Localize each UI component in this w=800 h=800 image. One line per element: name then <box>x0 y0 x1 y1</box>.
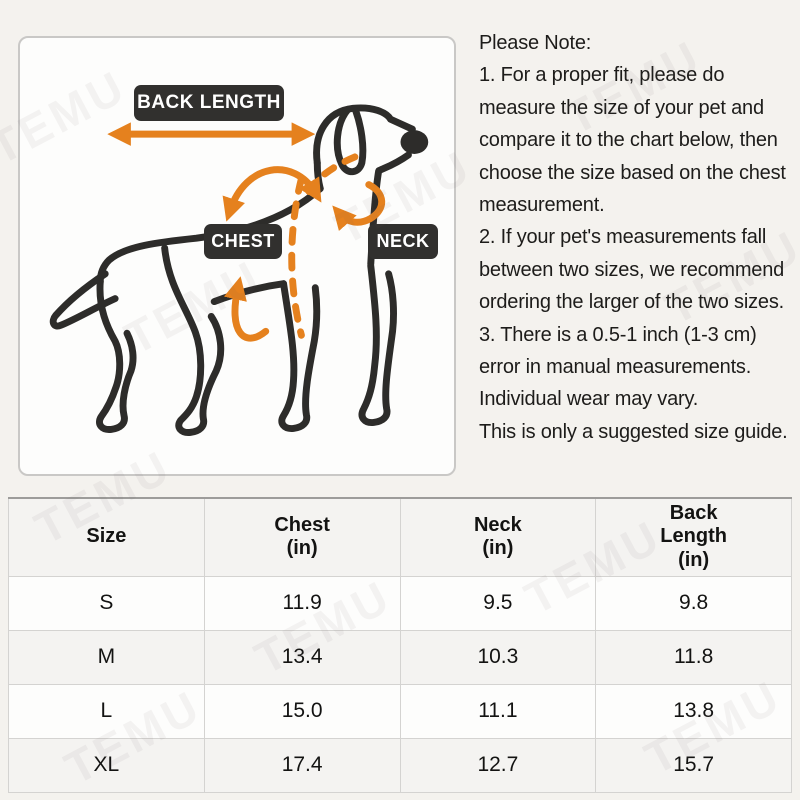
table-row-s: S 11.9 9.5 9.8 <box>8 575 792 631</box>
size-cell: M <box>8 629 205 685</box>
size-cell: S <box>8 575 205 631</box>
note-section: Please Note: 1. For a proper fit, please… <box>479 27 799 448</box>
chest-girth-dashed-line <box>288 175 305 339</box>
note-line-2: measure the size of your pet and <box>479 96 764 119</box>
size-cell: L <box>8 683 205 739</box>
neck-cell: 10.3 <box>399 629 597 685</box>
chest-cell: 13.4 <box>203 629 401 685</box>
neck-cell: 12.7 <box>399 737 597 793</box>
table-row-l: L 15.0 11.1 13.8 <box>8 683 792 739</box>
chest-cell: 11.9 <box>203 575 401 631</box>
neck-label: NECK <box>368 224 438 259</box>
table-row-m: M 13.4 10.3 11.8 <box>8 629 792 685</box>
note-line-4: choose the size based on the chest <box>479 161 786 184</box>
note-line-5: measurement. <box>479 194 605 217</box>
note-line-10: error in manual measurements. <box>479 356 752 379</box>
back-length-cell: 15.7 <box>595 737 792 793</box>
size-table: Size Chest (in) Neck (in) Back Length (i… <box>8 497 792 793</box>
dog-nose <box>400 130 429 154</box>
note-line-1: 1. For a proper fit, please do <box>479 64 725 87</box>
back-length-label: BACK LENGTH <box>134 85 284 121</box>
note-line-12: This is only a suggested size guide. <box>479 420 788 443</box>
back-length-cell: 11.8 <box>595 629 792 685</box>
neck-measure-arrow-icon <box>332 181 386 232</box>
col-header-neck: Neck (in) <box>399 497 597 577</box>
note-line-6: 2. If your pet's measurements fall <box>479 226 767 249</box>
under-chest-arrow-icon <box>223 276 270 342</box>
chest-measure-arrow-icon <box>222 166 322 222</box>
back-length-cell: 9.8 <box>595 575 792 631</box>
chest-label: CHEST <box>204 224 282 259</box>
neck-cell: 11.1 <box>399 683 597 739</box>
note-line-7: between two sizes, we recommend <box>479 258 785 281</box>
note-line-8: ordering the larger of the two sizes. <box>479 291 784 314</box>
neck-cell: 9.5 <box>399 575 597 631</box>
measurement-diagram: BACK LENGTH CHEST NECK <box>18 36 456 476</box>
table-header-row: Size Chest (in) Neck (in) Back Length (i… <box>8 497 792 577</box>
back-length-cell: 13.8 <box>595 683 792 739</box>
note-line-11: Individual wear may vary. <box>479 388 699 411</box>
chest-cell: 15.0 <box>203 683 401 739</box>
col-header-chest: Chest (in) <box>203 497 401 577</box>
col-header-size: Size <box>8 497 205 577</box>
size-cell: XL <box>8 737 205 793</box>
col-header-back-length: Back Length (in) <box>595 497 792 577</box>
table-row-xl: XL 17.4 12.7 15.7 <box>8 737 792 793</box>
note-line-9: 3. There is a 0.5-1 inch (1-3 cm) <box>479 323 757 346</box>
chest-cell: 17.4 <box>203 737 401 793</box>
dog-illustration <box>49 104 429 436</box>
dog-outline <box>49 104 416 436</box>
note-line-3: compare it to the chart below, then <box>479 129 778 152</box>
note-title: Please Note: <box>479 32 592 54</box>
